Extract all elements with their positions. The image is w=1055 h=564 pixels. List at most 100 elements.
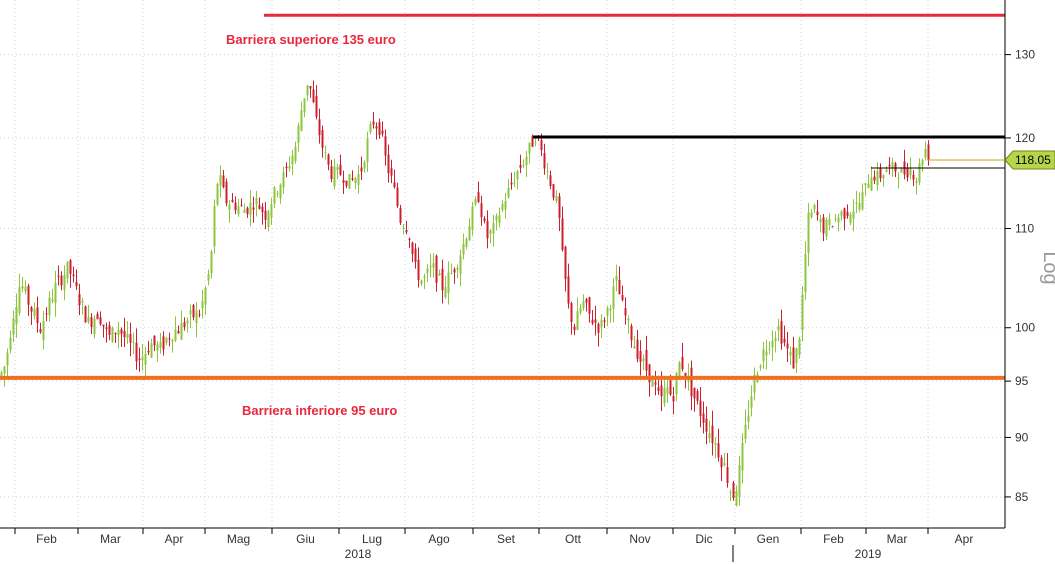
candle-body (492, 223, 495, 234)
candle (273, 186, 276, 209)
candle-body (39, 329, 42, 333)
candle (204, 286, 207, 315)
candle-body (471, 206, 474, 231)
candle (486, 210, 489, 249)
candle-body (393, 182, 396, 188)
candle-body (120, 329, 123, 334)
candle-body (723, 462, 726, 466)
candle (195, 302, 198, 338)
candle (90, 313, 93, 335)
candle (618, 266, 621, 295)
candle-body (744, 424, 747, 440)
candle (120, 327, 123, 348)
candle-body (654, 382, 657, 385)
candle-body (243, 209, 246, 213)
candle (210, 249, 213, 279)
x-axis-ticks: Feb Mar Apr Mag Giu Lug Ago Set Ott Nov Dic Gen Feb M… (14, 528, 974, 546)
candle-body (93, 318, 96, 335)
candle (51, 288, 54, 304)
candle (726, 453, 729, 488)
candle (33, 302, 36, 320)
candle-body (162, 336, 165, 350)
x-month-label: Apr (955, 532, 974, 546)
candle-body (12, 318, 15, 335)
candle (342, 170, 345, 195)
candle-body (699, 400, 702, 417)
candle (312, 80, 315, 104)
candle-body (612, 286, 615, 309)
candle (108, 321, 111, 341)
candle-body (3, 366, 6, 374)
candle-body (441, 268, 444, 291)
candle (414, 243, 417, 269)
candle-body (648, 364, 651, 383)
candle (465, 237, 468, 250)
candle (156, 341, 159, 362)
candle (639, 340, 642, 376)
candle-body (198, 314, 201, 316)
candle-body (474, 199, 477, 205)
candle-body (771, 340, 774, 348)
candle-body (828, 218, 831, 226)
candle-body (819, 218, 822, 223)
candle (510, 172, 513, 190)
candle (114, 332, 117, 343)
candle-body (108, 325, 111, 335)
candle (183, 317, 186, 331)
candle-body (351, 178, 354, 180)
upper-barrier-annotation: Barriera superiore 135 euro (226, 32, 396, 47)
candle (111, 326, 114, 343)
candle (507, 179, 510, 199)
candle (66, 261, 69, 284)
candle-body (567, 276, 570, 304)
candle-body (405, 230, 408, 233)
candle (186, 317, 189, 333)
candle-body (345, 180, 348, 186)
candle (132, 332, 135, 355)
candle (894, 161, 897, 178)
candle-body (642, 358, 645, 362)
candle-body (546, 171, 549, 173)
candle (285, 162, 288, 178)
candle (231, 192, 234, 203)
candle-body (876, 170, 879, 186)
candle (768, 341, 771, 355)
candle (735, 485, 738, 507)
candle-body (153, 335, 156, 346)
candle-body (339, 164, 342, 175)
candle (864, 183, 867, 196)
candle (714, 437, 717, 459)
candle-body (138, 358, 141, 360)
candle-body (213, 206, 216, 247)
candle (525, 150, 528, 177)
candle (522, 159, 525, 169)
candle-body (189, 310, 192, 315)
candle (315, 85, 318, 120)
candle-body (375, 126, 378, 129)
candle (513, 171, 516, 188)
candle-body (660, 385, 663, 397)
candle (75, 269, 78, 290)
candle-body (564, 246, 567, 280)
candle (501, 200, 504, 212)
candle-body (0, 372, 3, 376)
candle (369, 121, 372, 135)
candle (621, 285, 624, 302)
candle-body (297, 125, 300, 143)
candle (150, 338, 153, 358)
candle (234, 196, 237, 215)
candle (483, 216, 486, 224)
candle (780, 309, 783, 350)
candle-body (918, 163, 921, 183)
candle-body (195, 310, 198, 324)
candle-body (468, 226, 471, 241)
candle (294, 141, 297, 164)
candle-body (318, 119, 321, 136)
candle (495, 213, 498, 231)
candle-body (840, 211, 843, 216)
candle-body (459, 255, 462, 274)
candle (48, 291, 51, 322)
candle (99, 311, 102, 326)
candle (561, 206, 564, 252)
candle-body (186, 320, 189, 324)
